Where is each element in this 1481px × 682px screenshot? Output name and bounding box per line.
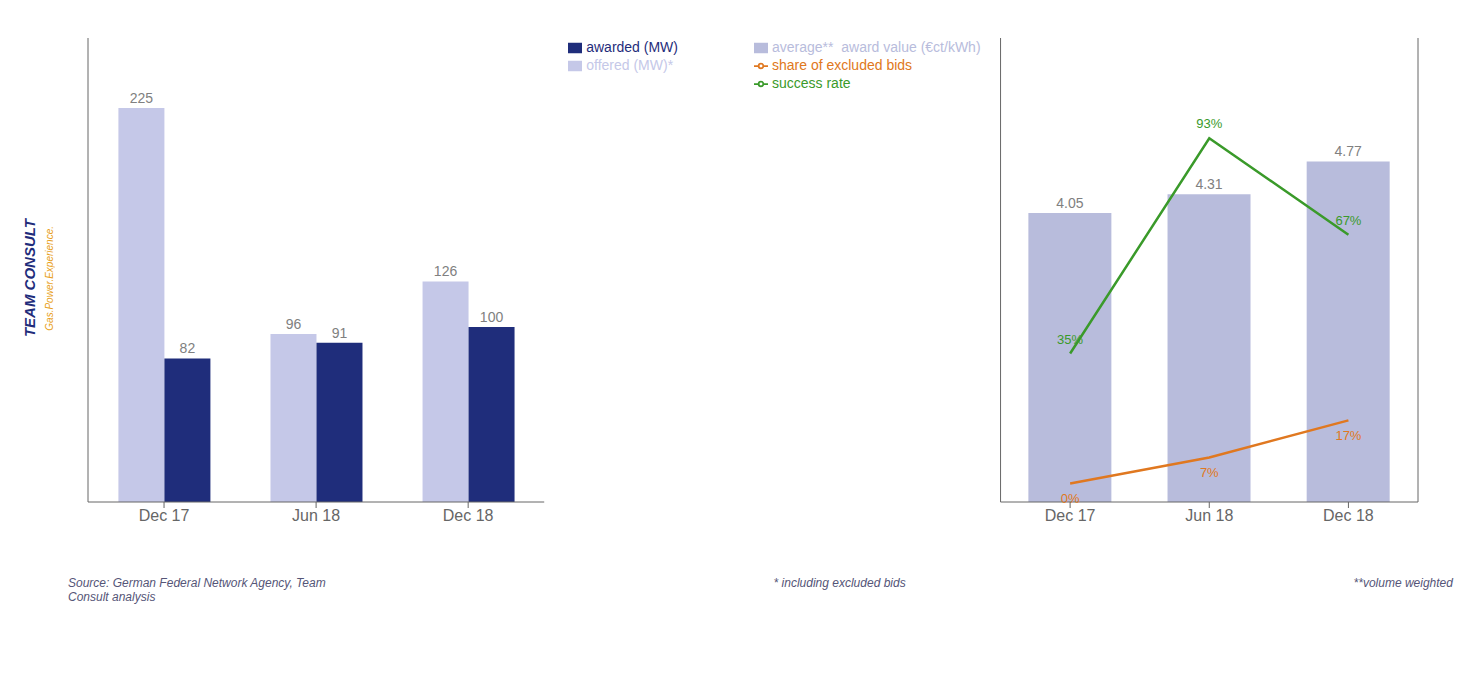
svg-text:91: 91 [332,325,348,341]
svg-text:225: 225 [130,90,154,106]
html-text:Source: German Federal Network: Source: German Federal Network Agency, T… [68,576,326,604]
html-text:Gas.Power.Experience.: Gas.Power.Experience. [44,225,55,331]
html-text:**volume weighted: **volume weighted [1353,576,1453,590]
svg-text:Dec 17: Dec 17 [1045,507,1096,524]
svg-text:4.77: 4.77 [1335,143,1362,159]
html-text:average** award value (€ct/kWh: average** award value (€ct/kWh) [772,39,981,55]
svg-text:0%: 0% [1061,491,1080,506]
svg-text:35%: 35% [1057,332,1083,347]
svg-text:17%: 17% [1335,428,1361,443]
svg-text:Dec 17: Dec 17 [139,507,190,524]
html-text:TEAM CONSULT: TEAM CONSULT [21,219,38,337]
html-text:success rate: success rate [772,75,851,91]
html-text:share of excluded bids: share of excluded bids [772,57,913,73]
svg-text:4.05: 4.05 [1056,195,1083,211]
svg-text:Dec 18: Dec 18 [1323,507,1374,524]
svg-text:96: 96 [286,316,302,332]
svg-text:126: 126 [434,263,458,279]
svg-text:Jun 18: Jun 18 [292,507,340,524]
svg-text:7%: 7% [1200,465,1219,480]
svg-text:82: 82 [180,340,196,356]
svg-text:67%: 67% [1335,213,1361,228]
html-text:offered (MW)*: offered (MW)* [586,57,674,73]
svg-text:Jun 18: Jun 18 [1185,507,1233,524]
html-text:* including excluded bids: * including excluded bids [773,576,906,590]
html-text:awarded (MW): awarded (MW) [586,39,678,55]
svg-text:93%: 93% [1196,116,1222,131]
svg-text:Dec 18: Dec 18 [443,507,494,524]
svg-text:4.31: 4.31 [1195,176,1222,192]
svg-text:100: 100 [480,309,504,325]
